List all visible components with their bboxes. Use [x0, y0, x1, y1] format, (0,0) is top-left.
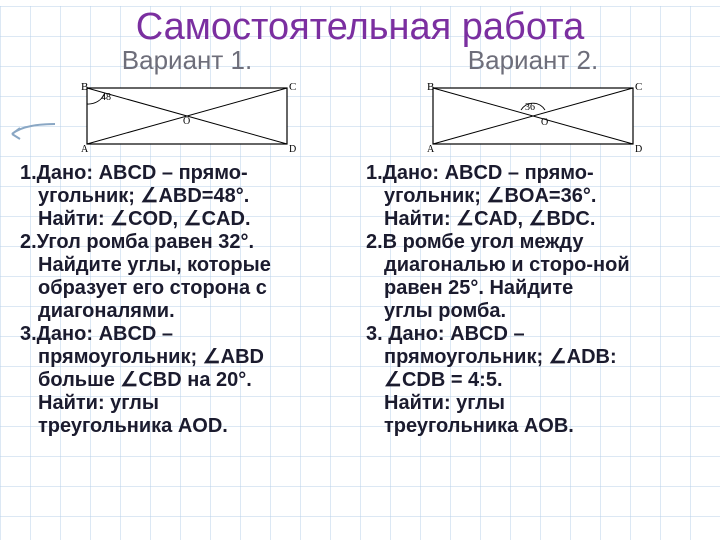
t3-line4: Найти: углы	[38, 392, 354, 415]
t2-line1: 2.Угол ромба равен 32°.	[20, 231, 354, 254]
rectangle-diagram-2: B C A D O 36	[413, 78, 653, 156]
rectangle-diagram-1: B C A D O 48	[67, 78, 307, 156]
svg-text:C: C	[289, 81, 296, 93]
t2-line3: равен 25°. Найдите	[384, 277, 700, 300]
slide-page: Самостоятельная работа Вариант 1. B C A …	[0, 6, 720, 540]
variant-2: Вариант 2. B C A D O 36 1.Дано: ABCD	[366, 45, 700, 438]
t3-line5: треугольника AOD.	[38, 415, 354, 438]
svg-text:A: A	[81, 144, 89, 155]
svg-text:36: 36	[525, 102, 535, 113]
t3-line3: больше ∠CBD на 20°.	[38, 369, 354, 392]
t2-line2: Найдите углы, которые	[38, 254, 354, 277]
svg-text:D: D	[289, 144, 296, 155]
diagram-2-wrap: B C A D O 36	[366, 78, 700, 156]
svg-text:A: A	[427, 144, 435, 155]
t3-line1: 3.Дано: ABCD –	[20, 323, 354, 346]
t1-line1: 1.Дано: ABCD – прямо-	[20, 162, 354, 185]
t2-line1: 2.В ромбе угол между	[366, 231, 700, 254]
tasks-v2: 1.Дано: ABCD – прямо- угольник; ∠BOA=36°…	[366, 162, 700, 438]
t2-line4: углы ромба.	[384, 300, 700, 323]
tasks-v1: 1.Дано: ABCD – прямо- угольник; ∠ABD=48°…	[20, 162, 354, 438]
svg-text:O: O	[541, 117, 548, 128]
page-title: Самостоятельная работа	[20, 6, 700, 49]
svg-text:B: B	[81, 81, 88, 93]
svg-text:48: 48	[101, 92, 111, 103]
t3-line2: прямоугольник; ∠ADB:	[384, 346, 700, 369]
svg-text:O: O	[183, 116, 190, 127]
svg-text:D: D	[635, 144, 642, 155]
variant-2-label: Вариант 2.	[366, 45, 700, 76]
t2-line4: диагоналями.	[38, 300, 354, 323]
variant-1-label: Вариант 1.	[20, 45, 354, 76]
t2-line3: образует его сторона с	[38, 277, 354, 300]
svg-text:B: B	[427, 81, 434, 93]
svg-text:C: C	[635, 81, 642, 93]
t3-line2: прямоугольник; ∠ABD	[38, 346, 354, 369]
variant-1: Вариант 1. B C A D O 48 1	[20, 45, 354, 438]
diagram-1-wrap: B C A D O 48	[20, 78, 354, 156]
t1-line2: угольник; ∠BOA=36°.	[384, 185, 700, 208]
t1-line2: угольник; ∠ABD=48°.	[38, 185, 354, 208]
t1-line1: 1.Дано: ABCD – прямо-	[366, 162, 700, 185]
columns: Вариант 1. B C A D O 48 1	[20, 45, 700, 438]
t3-line4: Найти: углы	[384, 392, 700, 415]
t3-line1: 3. Дано: ABCD –	[366, 323, 700, 346]
t1-line3: Найти: ∠COD, ∠CAD.	[38, 208, 354, 231]
t3-line5: треугольника AOB.	[384, 415, 700, 438]
t2-line2: диагональю и сторо-ной	[384, 254, 700, 277]
t3-line3: ∠CDB = 4:5.	[384, 369, 700, 392]
t1-line3: Найти: ∠CAD, ∠BDC.	[384, 208, 700, 231]
